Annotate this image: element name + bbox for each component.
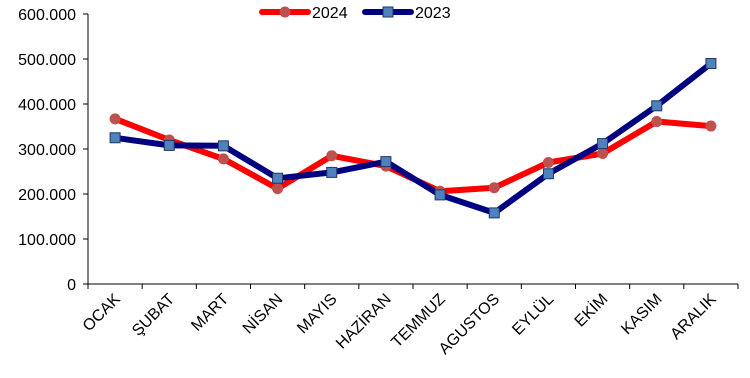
y-tick-label: 400.000 [18, 97, 76, 114]
data-point-2023 [488, 207, 500, 219]
x-tick-label: OCAK [80, 291, 124, 335]
data-point-2024 [109, 113, 121, 125]
x-tick-label: NİSAN [238, 289, 286, 337]
legend: 2024 2023 [259, 5, 451, 22]
data-point-2023 [705, 58, 717, 69]
series-markers [109, 58, 717, 219]
y-tick-label: 0 [67, 277, 76, 294]
y-tick-label: 500.000 [18, 52, 76, 69]
x-tick-label: KASIM [618, 291, 665, 338]
data-point-2024 [542, 157, 554, 168]
legend-marker [279, 6, 291, 18]
y-tick-label: 200.000 [18, 187, 76, 204]
data-point-2024 [488, 182, 500, 194]
y-ticks: 0 100.000 200.000 300.000 400.000 500.000 600.… [18, 7, 88, 294]
data-point-2023 [542, 168, 554, 180]
data-point-2023 [434, 189, 446, 201]
x-tick-label: HAZİRAN [332, 289, 395, 352]
data-point-2024 [705, 120, 717, 132]
series-line-2023 [112, 60, 714, 216]
data-point-2024 [217, 153, 229, 165]
y-tick-label: 300.000 [18, 142, 76, 159]
x-tick-label: ARALIK [667, 291, 719, 343]
data-point-2023 [380, 156, 392, 168]
x-tick-label: MART [188, 291, 232, 335]
axes [87, 14, 738, 285]
data-point-2024 [597, 148, 609, 159]
data-point-2023 [163, 139, 175, 151]
data-point-2024 [272, 183, 284, 195]
data-point-2023 [109, 132, 121, 144]
x-tick-label: EKİM [570, 289, 611, 330]
data-point-2023 [217, 140, 229, 152]
data-point-2023 [326, 166, 338, 178]
x-ticks: OCAK ŞUBAT MART NİSAN MAYISHAZİRANTEMMUZAGUS… [80, 284, 739, 358]
data-point-2024 [651, 116, 663, 128]
x-tick-label: ŞUBAT [129, 291, 178, 340]
data-point-2024 [326, 150, 338, 162]
x-tick-label: MAYIS [294, 291, 340, 337]
legend-label: 2024 [312, 5, 348, 22]
data-point-2023 [651, 100, 663, 112]
series-lines [112, 60, 714, 216]
data-point-2023 [597, 138, 609, 150]
x-tick-label: EYLÜL [509, 290, 558, 339]
data-point-2023 [272, 172, 284, 184]
legend-label: 2023 [415, 5, 451, 22]
y-tick-label: 600.000 [18, 7, 76, 24]
y-tick-label: 100.000 [18, 232, 76, 249]
legend-marker [382, 6, 394, 18]
